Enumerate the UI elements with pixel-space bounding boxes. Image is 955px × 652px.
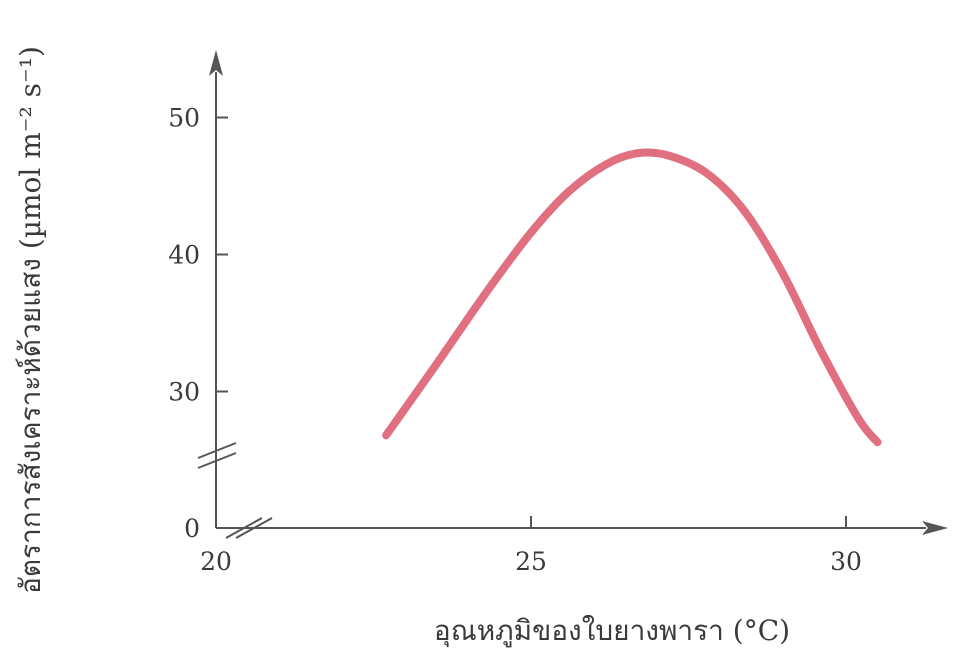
- y-tick-label: 40: [168, 241, 200, 270]
- x-axis-arrowhead: [922, 521, 948, 535]
- y-axis-break-mark: [197, 442, 237, 469]
- y-axis-title: อัตราการสังเคราะห์ด้วยแสง (µmol m⁻² s⁻¹): [14, 46, 47, 594]
- y-ticks: 0 30 40 50: [168, 104, 228, 543]
- x-axis-title: อุณหภูมิของใบยางพารา (°C): [434, 614, 790, 648]
- y-tick-label: 30: [168, 378, 200, 407]
- series-line: [382, 148, 882, 447]
- x-axis-break-mark: [225, 517, 273, 539]
- x-tick-label: 20: [200, 547, 232, 576]
- x-tick-label: 25: [515, 547, 547, 576]
- y-tick-label: 0: [184, 514, 200, 543]
- y-axis-arrowhead: [209, 50, 223, 76]
- x-ticks: 20 25 30: [200, 516, 862, 576]
- series-layer: [382, 148, 882, 447]
- y-tick-label: 50: [168, 104, 200, 133]
- x-tick-label: 30: [830, 547, 862, 576]
